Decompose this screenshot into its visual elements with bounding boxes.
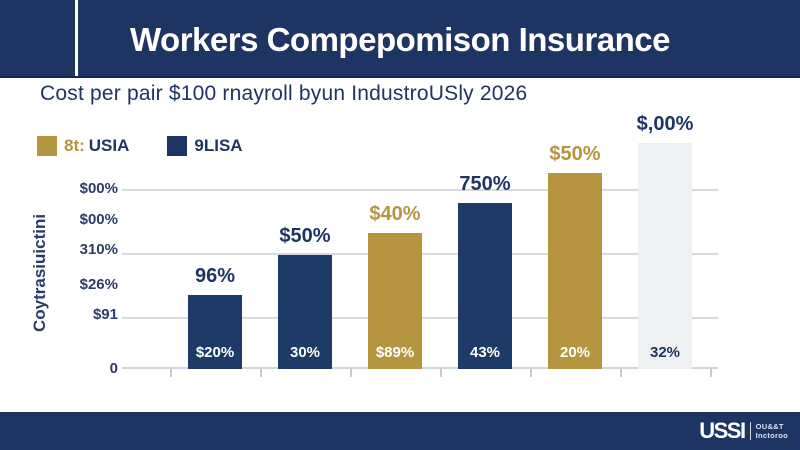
y-tick-label: $26% — [79, 276, 118, 293]
legend-label-main: 9LISA — [194, 136, 243, 155]
x-axis-tick — [260, 369, 262, 377]
bar-value-label: 750% — [459, 173, 511, 195]
bar-value-label: 96% — [194, 265, 236, 287]
brand-logo-text: USSI — [699, 418, 746, 443]
y-tick-label: 310% — [79, 241, 118, 258]
bar-inner-label: 30% — [289, 344, 321, 361]
bar-rect — [368, 233, 422, 369]
brand-logo-subtext: OU&&T Inctoroo — [749, 421, 788, 441]
chart-legend: 8t: USIA 9LISA — [37, 136, 243, 156]
x-axis-tick — [440, 369, 442, 377]
x-axis-tick — [710, 369, 712, 377]
bar-value-label: $50% — [549, 143, 601, 165]
bar-rect — [548, 173, 602, 369]
bar-inner-label: 20% — [559, 344, 591, 361]
bar-inner-label: 43% — [469, 344, 501, 361]
brand-logo-subtext-line2: Inctoroo — [755, 431, 788, 440]
bar-rect — [188, 295, 242, 369]
legend-item-gold: 8t: USIA — [37, 136, 129, 156]
bar-value-label: $,00% — [636, 113, 694, 135]
x-axis-tick — [620, 369, 622, 377]
page-title: Workers Compepomison Insurance — [129, 21, 671, 58]
legend-label-main: USIA — [88, 136, 130, 155]
bar-rect — [458, 203, 512, 369]
y-axis-tick-labels: $00% $00% 310% $26% $91 0 — [55, 0, 118, 450]
bar-value-label: $40% — [369, 203, 421, 225]
header-divider-line — [75, 0, 78, 76]
y-tick-label: 0 — [109, 360, 118, 377]
legend-label: 8t: USIA — [64, 136, 129, 156]
bar-value-label: $50% — [279, 225, 331, 247]
legend-label-accent: 8t: — [64, 136, 85, 155]
legend-label: 9LISA — [194, 136, 242, 156]
bar-rect — [638, 143, 692, 369]
header-banner: Workers Compepomison Insurance — [0, 0, 800, 78]
y-tick-label: $00% — [79, 180, 118, 197]
legend-item-navy: 9LISA — [167, 136, 243, 156]
bar-inner-label: $20% — [195, 344, 235, 361]
footer-banner: USSI OU&&T Inctoroo — [0, 412, 800, 450]
y-tick-label: $91 — [92, 306, 118, 323]
bar-chart-plot-area: 96% $20% Restaurant $50% 30% Retarant $4… — [122, 113, 718, 377]
legend-swatch-gold — [37, 136, 57, 156]
x-axis-tick — [350, 369, 352, 377]
bar-inner-label: $89% — [375, 344, 415, 361]
x-axis-tick — [170, 369, 172, 377]
chart-subtitle: Cost per pair $100 rnayroll byun Industr… — [40, 82, 528, 105]
gridline — [122, 189, 718, 191]
brand-logo: USSI OU&&T Inctoroo — [699, 412, 788, 450]
y-tick-label: $00% — [79, 211, 118, 228]
legend-swatch-navy — [167, 136, 188, 156]
brand-logo-subtext-line1: OU&&T — [755, 421, 784, 431]
bar-rect — [278, 255, 332, 369]
x-axis-tick — [530, 369, 532, 377]
bar-inner-label: 32% — [649, 344, 681, 361]
y-axis-title: Coytrasiuictini — [30, 213, 49, 333]
